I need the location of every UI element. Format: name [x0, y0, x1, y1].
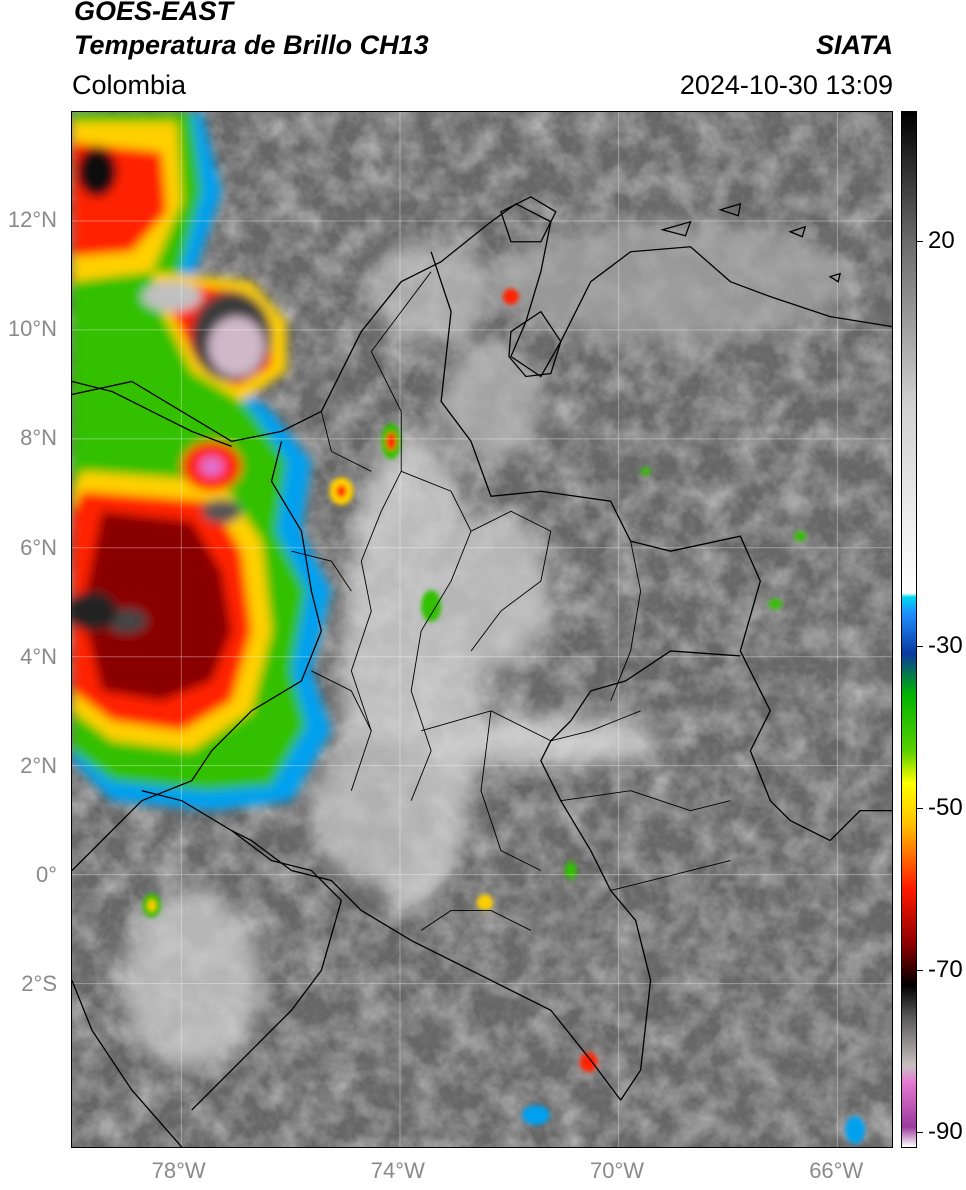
colombia-venezuela-border — [430, 251, 831, 842]
colorbar — [901, 111, 917, 1148]
colorbar-tick-label: -50 — [928, 793, 963, 821]
lat-tick-label: 6°N — [20, 534, 57, 560]
caribbean-coast — [72, 203, 892, 443]
graticule — [72, 112, 892, 1147]
pacific-coast — [72, 441, 323, 871]
colombia-peru-border — [231, 830, 622, 1101]
colorbar-tick-mark — [917, 1131, 923, 1133]
lat-tick-label: 10°N — [7, 316, 57, 342]
colorbar-tick-mark — [917, 807, 923, 809]
region-label: Colombia — [72, 70, 187, 100]
lon-tick-label: 78°W — [151, 1158, 206, 1183]
colorbar-tick-mark — [917, 969, 923, 971]
venezuela-brazil-border — [829, 810, 892, 842]
convective-cells — [142, 288, 866, 1145]
lat-tick-label: 2°N — [20, 752, 57, 778]
lake-maracaibo — [508, 310, 562, 378]
lon-tick-label: 74°W — [370, 1158, 425, 1183]
product-title: Temperatura de Brillo CH13 — [74, 30, 429, 60]
satellite-map — [71, 111, 893, 1148]
lat-tick-label: 8°N — [20, 425, 57, 451]
agency-label: SIATA — [816, 30, 893, 60]
lat-tick-label: 2°S — [21, 971, 57, 997]
satellite-title: GOES-EAST — [74, 0, 234, 26]
colombia-ecuador-border — [141, 790, 342, 901]
colorbar-tick-mark — [917, 240, 923, 242]
colorbar-tick-label: -70 — [928, 955, 963, 983]
colorbar-tick-label: -90 — [928, 1117, 963, 1145]
ecuador-peru-border — [191, 900, 342, 1111]
map-canvas — [72, 112, 892, 1147]
colorbar-tick-mark — [917, 645, 923, 647]
borders-layer — [72, 196, 892, 1147]
colorbar-tick-label: -30 — [928, 631, 963, 659]
light-cloud-bands — [121, 221, 851, 1071]
lon-tick-label: 66°W — [809, 1158, 864, 1183]
colorbar-tick-label: 20 — [928, 226, 955, 254]
lat-tick-label: 4°N — [20, 643, 57, 669]
departmental-lines — [291, 271, 731, 931]
lon-tick-label: 70°W — [590, 1158, 645, 1183]
island-outlines — [660, 202, 842, 283]
panama-coast — [72, 380, 232, 447]
lat-tick-label: 12°N — [7, 207, 57, 233]
timestamp-label: 2024-10-30 13:09 — [679, 70, 893, 100]
convective-storms-west — [72, 112, 332, 811]
lat-tick-label: 0° — [35, 862, 57, 888]
guajira — [500, 196, 557, 243]
colombia-brazil-border — [540, 650, 741, 1101]
ecuador-peru-coast — [72, 980, 183, 1147]
